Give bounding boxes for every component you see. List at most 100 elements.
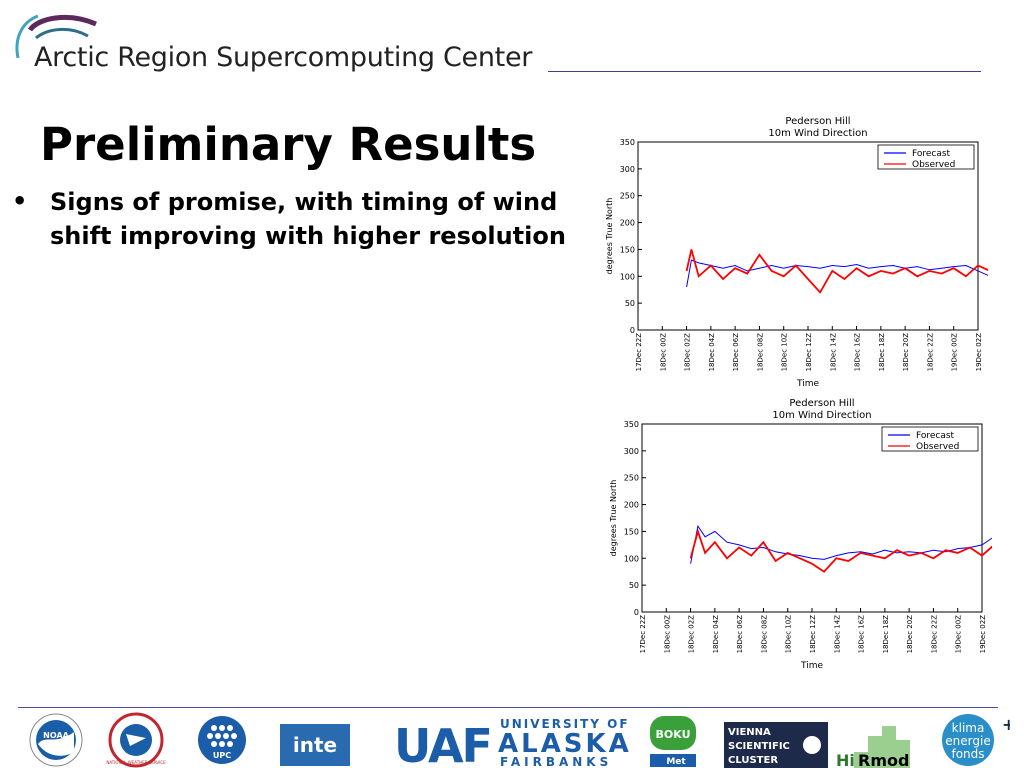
chart-2-xtick-label: 18Dec 10Z	[785, 615, 793, 654]
chart-1-series-observed	[685, 205, 1024, 294]
chart-1-xlabel: Time	[796, 379, 819, 389]
chart-2-xtick-label: 17Dec 22Z	[639, 615, 647, 654]
chart-2-series-observed	[689, 486, 1024, 573]
chart-1-xtick-label: 18Dec 02Z	[684, 333, 692, 372]
klima-logo: klima energie fonds +	[942, 714, 1010, 766]
chart-2-ytick-label: 300	[624, 447, 639, 456]
chart-2-xtick-label: 18Dec 12Z	[809, 615, 817, 654]
chart-2-xtick-label: 19Dec 02Z	[979, 615, 987, 654]
chart-2-xtick-label: 18Dec 18Z	[882, 615, 890, 654]
chart-1-xtick-label: 18Dec 10Z	[781, 333, 789, 372]
nws-logo-text: NATIONAL WEATHER SERVICE	[106, 760, 166, 765]
chart-2-ytick-label: 50	[629, 581, 639, 590]
noaa-logo: NOAA	[29, 713, 83, 767]
nws-logo: NATIONAL WEATHER SERVICE	[106, 712, 166, 768]
chart-1-ytick-label: 0	[630, 326, 635, 335]
chart-2-ytick-label: 150	[624, 527, 639, 536]
chart-1-ytick-label: 150	[620, 245, 635, 254]
chart-1-ytick-label: 50	[625, 299, 635, 308]
vsc-line-1: VIENNA	[728, 727, 771, 738]
chart-1-xtick-label: 18Dec 12Z	[805, 333, 813, 372]
chart-1-legend-label: Observed	[912, 160, 955, 170]
hirmod-text-hi: Hi	[836, 751, 855, 768]
uaf-logo-mark: UAF	[394, 719, 491, 768]
chart-2-xtick-label: 18Dec 06Z	[736, 615, 744, 654]
hirmod-text-rmod: Rmod	[858, 751, 909, 768]
boku-logo: BOKU Met	[650, 716, 696, 767]
chart-2-plot-area	[641, 423, 983, 613]
vsc-line-3: CLUSTER	[728, 755, 778, 766]
chart-1-xtick-label: 18Dec 18Z	[878, 333, 886, 372]
upc-logo-text: UPC	[213, 751, 231, 760]
chart-2-ytick-label: 0	[634, 608, 639, 617]
arsc-logo	[15, 14, 97, 59]
header-divider	[548, 71, 981, 72]
chart-2-xlabel: Time	[800, 661, 823, 671]
chart-1-xtick-label: 18Dec 16Z	[854, 333, 862, 372]
chart-1-xtick-label: 19Dec 00Z	[951, 333, 959, 372]
uaf-line-2: ALASKA	[498, 729, 632, 759]
chart-1-ylabel: degrees True North	[605, 198, 614, 275]
klima-line-3: fonds	[951, 747, 984, 761]
chart-2: Pederson Hill 10m Wind Direction 0 50 100 150…	[604, 394, 1024, 674]
chart-2-subtitle: 10m Wind Direction	[772, 410, 871, 421]
met-logo-text: Met	[666, 757, 686, 767]
chart-1-ytick-label: 100	[620, 272, 635, 281]
chart-2-ytick-label: 350	[624, 420, 639, 429]
chart-1-xtick-label: 17Dec 22Z	[635, 333, 643, 372]
chart-2-xtick-label: 18Dec 00Z	[663, 615, 671, 654]
chart-1-xtick-label: 18Dec 08Z	[756, 333, 764, 372]
chart-1-xtick-label: 19Dec 02Z	[975, 333, 983, 372]
chart-2-legend-label: Observed	[916, 442, 959, 452]
chart-1-xtick-label: 18Dec 14Z	[829, 333, 837, 372]
uaf-logo: UAF UNIVERSITY OF ALASKA FAIRBANKS	[394, 717, 632, 768]
vsc-line-2: SCIENTIFIC	[728, 741, 790, 752]
chart-2-legend-label: Forecast	[916, 431, 955, 441]
chart-2-ytick-label: 100	[624, 554, 639, 563]
upc-logo: UPC	[198, 716, 246, 764]
slide-title: Preliminary Results	[40, 118, 537, 171]
uaf-line-1: UNIVERSITY OF	[500, 717, 630, 731]
chart-1-xtick-label: 18Dec 20Z	[902, 333, 910, 372]
uaf-line-3: FAIRBANKS	[500, 755, 612, 768]
footer-divider	[18, 707, 998, 708]
chart-1-xtick-label: 18Dec 00Z	[659, 333, 667, 372]
klima-line-1: klima	[952, 721, 985, 735]
chart-1-xtick-label: 18Dec 22Z	[926, 333, 934, 372]
hirmod-logo: Hi Rmod	[836, 726, 910, 768]
chart-2-xtick-label: 18Dec 14Z	[833, 615, 841, 654]
chart-2-xtick-label: 18Dec 02Z	[688, 615, 696, 654]
chart-2-xtick-label: 18Dec 22Z	[930, 615, 938, 654]
chart-1-legend-label: Forecast	[912, 149, 951, 159]
organization-name: Arctic Region Supercomputing Center	[34, 42, 533, 73]
chart-2-title: Pederson Hill	[789, 398, 854, 409]
klima-line-2: energie	[945, 734, 990, 748]
chart-1-ytick-label: 200	[620, 219, 635, 228]
chart-1-ytick-label: 300	[620, 165, 635, 174]
chart-2-ytick-label: 250	[624, 474, 639, 483]
chart-1-series-forecast	[686, 201, 1024, 288]
bullet-marker: •	[12, 187, 28, 215]
chart-1-title: Pederson Hill	[785, 116, 850, 127]
svg-text:+: +	[1002, 715, 1010, 734]
boku-logo-text: BOKU	[656, 728, 691, 741]
chart-1-xtick-label: 18Dec 06Z	[732, 333, 740, 372]
noaa-logo-text: NOAA	[43, 731, 69, 740]
chart-2-xtick-label: 18Dec 04Z	[712, 615, 720, 654]
chart-1-ytick-label: 250	[620, 192, 635, 201]
bullet-text: Signs of promise, with timing of wind sh…	[50, 188, 566, 250]
chart-2-xtick-label: 18Dec 08Z	[760, 615, 768, 654]
inte-logo-text: inte	[293, 733, 337, 757]
chart-2-ytick-label: 200	[624, 501, 639, 510]
chart-1-subtitle: 10m Wind Direction	[768, 128, 867, 139]
chart-2-xtick-label: 18Dec 16Z	[858, 615, 866, 654]
chart-2-xtick-label: 19Dec 00Z	[955, 615, 963, 654]
chart-1: Pederson Hill 10m Wind Direction 0 50 100 150…	[600, 112, 1024, 392]
chart-2-xtick-label: 18Dec 20Z	[906, 615, 914, 654]
inte-logo: inte	[280, 724, 350, 766]
chart-1-xtick-label: 18Dec 04Z	[708, 333, 716, 372]
